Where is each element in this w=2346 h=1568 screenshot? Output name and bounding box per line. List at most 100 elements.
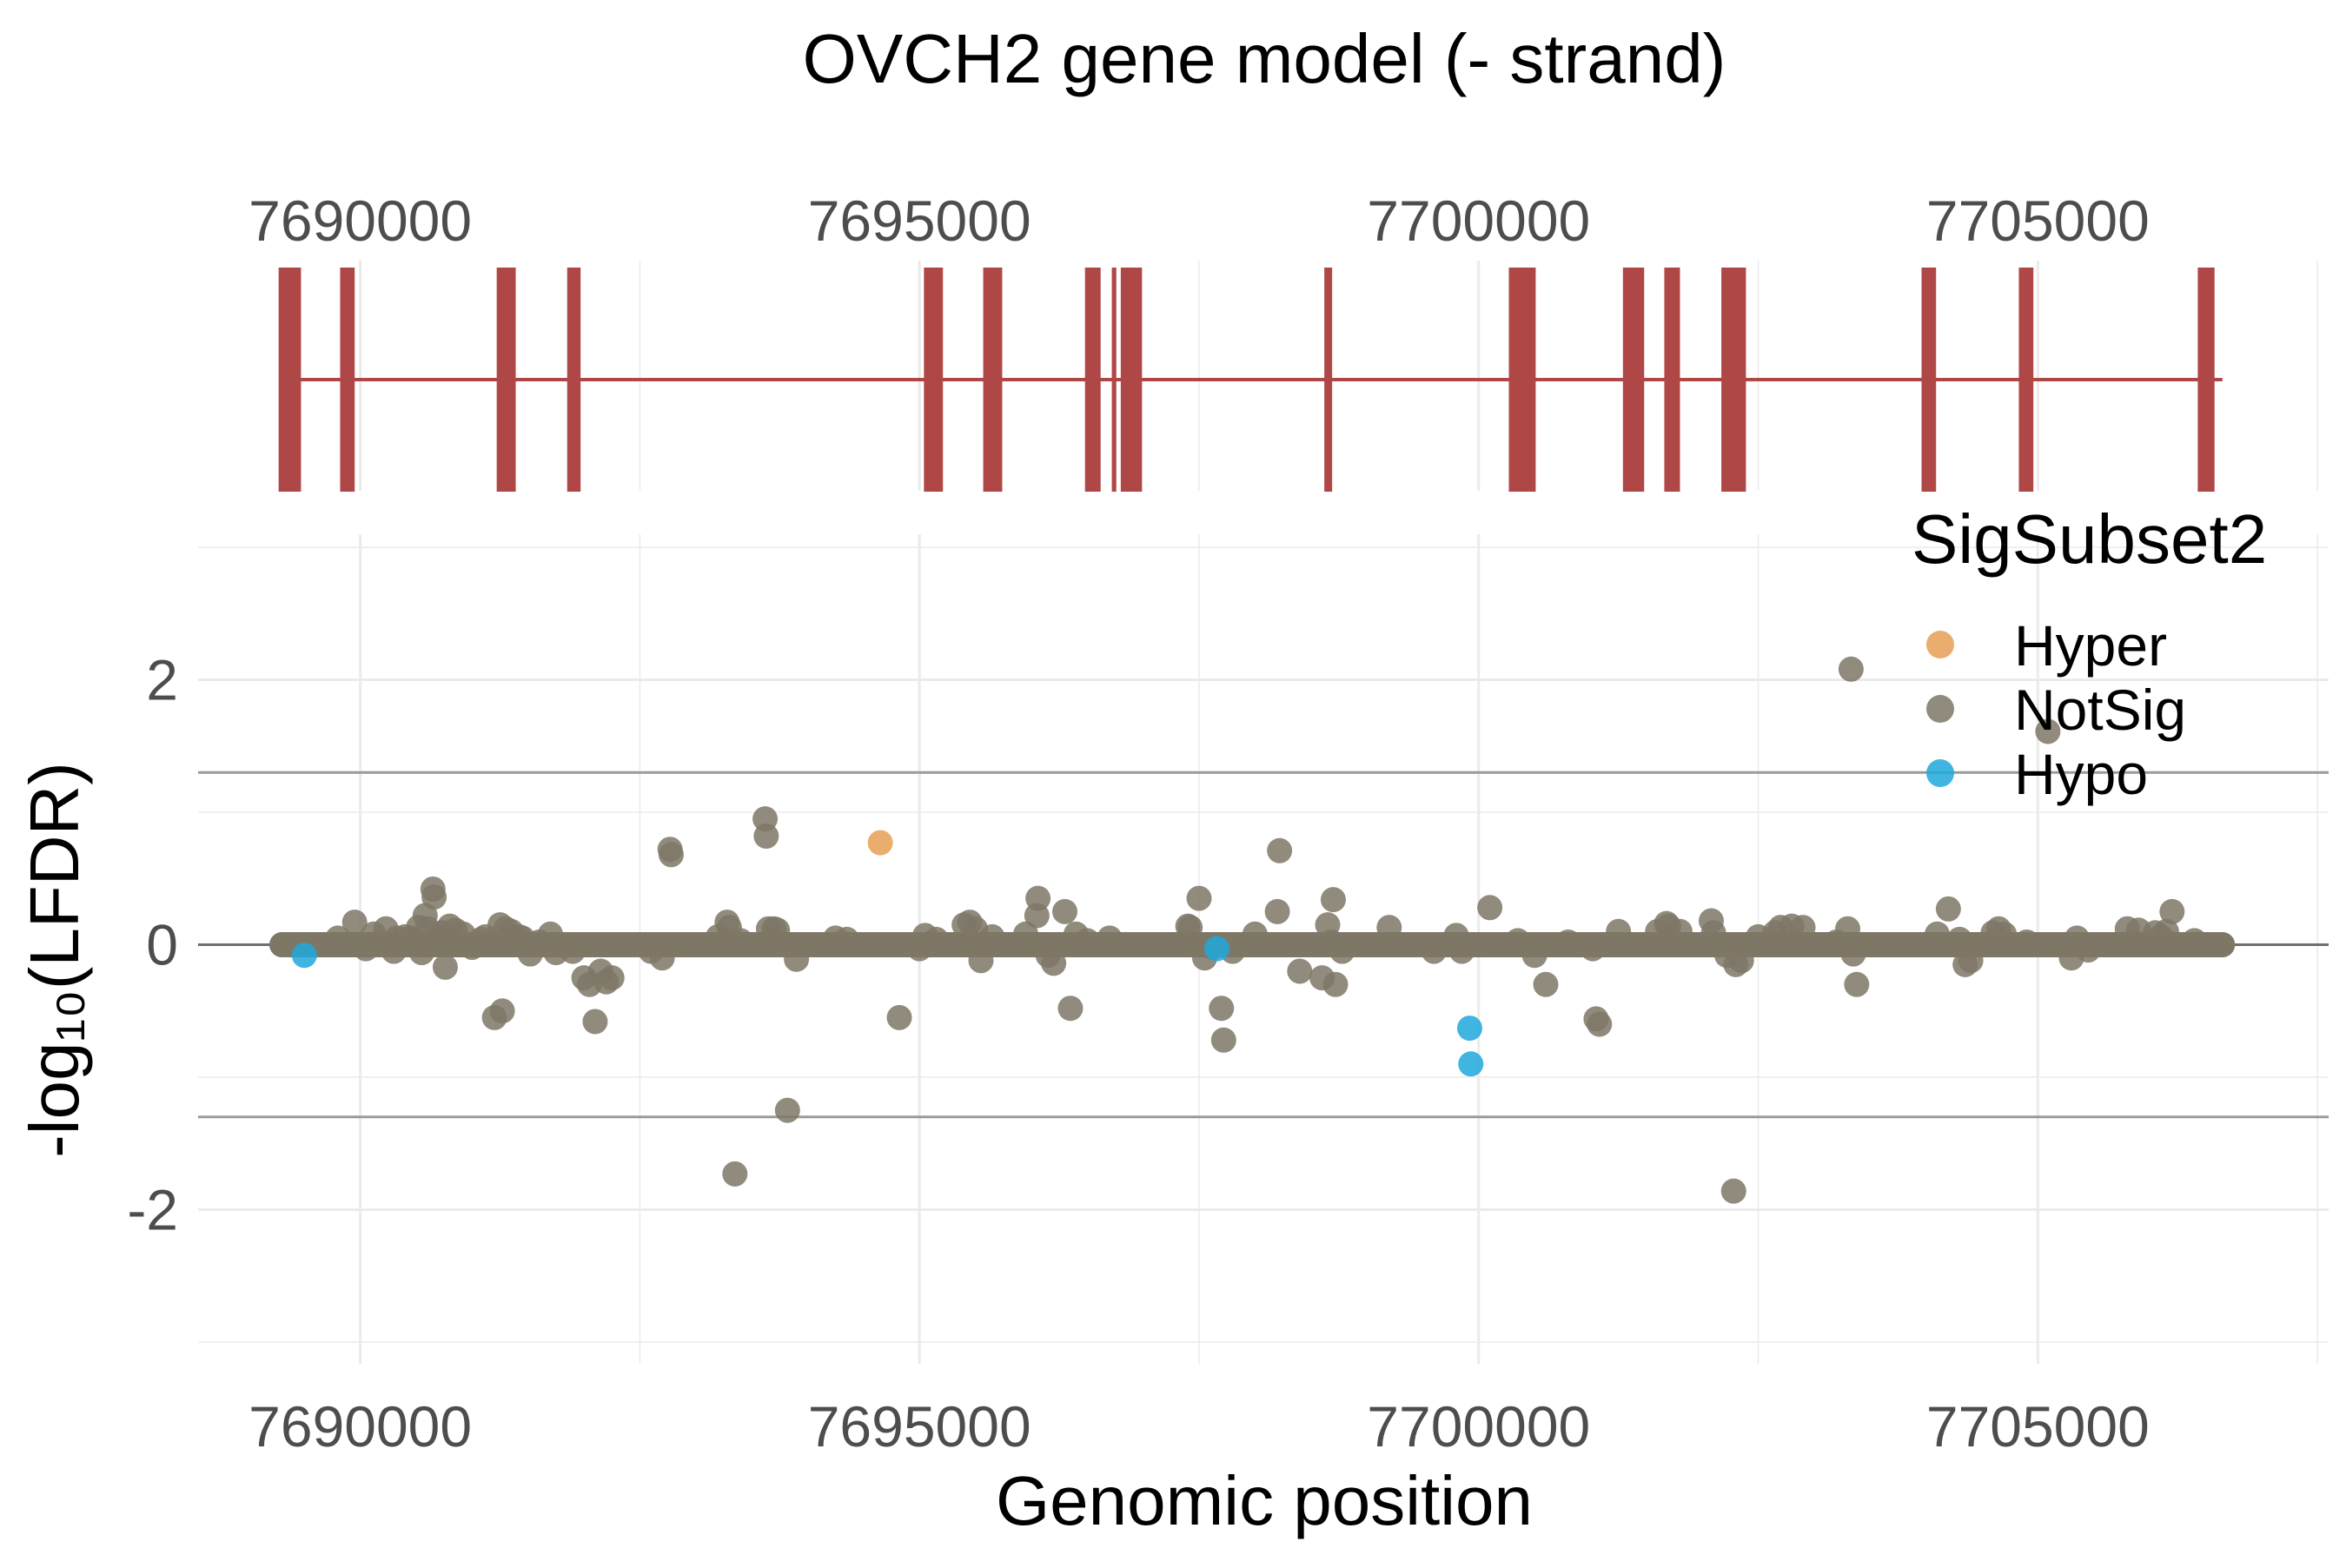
data-point-notsig: [765, 917, 791, 943]
data-point-notsig: [2182, 928, 2208, 954]
gene-x-tick-label: 7700000: [1367, 189, 1590, 253]
data-point-notsig: [1041, 950, 1067, 976]
data-point-notsig: [1057, 996, 1084, 1022]
legend-label-hyper: Hyper: [2014, 613, 2167, 678]
data-point-notsig: [774, 1097, 800, 1123]
data-point-notsig: [1555, 929, 1581, 955]
chart-title: OVCH2 gene model (- strand): [803, 20, 1726, 97]
data-point-notsig: [1376, 915, 1402, 941]
data-point-notsig: [325, 925, 351, 951]
data-point-notsig: [1991, 921, 2018, 947]
data-point-notsig: [1840, 941, 1866, 967]
gene-x-tick-label: 7695000: [808, 189, 1031, 253]
legend-title: SigSubset2: [1912, 500, 2267, 578]
data-point-notsig: [1946, 926, 1972, 952]
data-point-notsig: [269, 932, 295, 957]
exon: [496, 268, 516, 492]
exon: [1622, 268, 1645, 492]
data-point-notsig: [1421, 938, 1447, 964]
data-point-notsig: [1667, 918, 1693, 944]
data-point-notsig: [1209, 996, 1235, 1022]
data-point-notsig: [1025, 885, 1051, 911]
data-point-notsig: [1322, 971, 1349, 997]
data-point-notsig: [968, 948, 994, 974]
scatter-panel: -2 0 2 7690000 7695000 7700000 7705000: [127, 534, 2329, 1459]
data-point-notsig: [1097, 925, 1123, 951]
data-point-notsig: [1835, 916, 1861, 942]
data-point-notsig: [1074, 928, 1100, 954]
data-point-notsig: [341, 910, 368, 936]
gene-x-tick-label: 7705000: [1926, 189, 2150, 253]
data-point-notsig: [1267, 837, 1293, 863]
exon: [2018, 268, 2034, 492]
data-point-notsig: [1700, 920, 1726, 946]
data-point-notsig: [784, 946, 810, 972]
data-point-notsig: [1186, 885, 1212, 911]
data-point-notsig: [2013, 929, 2039, 955]
data-point-hypo: [1458, 1051, 1484, 1077]
data-point-notsig: [834, 926, 860, 952]
exon: [1721, 268, 1746, 492]
data-point-hypo: [1204, 936, 1230, 962]
data-point-notsig: [1287, 958, 1313, 984]
legend-label-notsig: NotSig: [2014, 678, 2186, 742]
legend-label-hypo: Hypo: [2014, 742, 2148, 806]
gene-model-panel: 7690000 7695000 7700000 7705000: [249, 189, 2318, 492]
data-point-notsig: [2075, 937, 2101, 963]
data-point-notsig: [722, 1161, 748, 1187]
data-point-notsig: [1925, 921, 1951, 947]
data-point-notsig: [1790, 915, 1816, 941]
exon: [1111, 268, 1117, 492]
data-point-notsig: [1210, 1027, 1236, 1053]
exon: [1120, 268, 1143, 492]
x-tick-label: 7700000: [1367, 1394, 1590, 1459]
data-point-notsig: [924, 926, 950, 952]
exon: [340, 268, 355, 492]
data-point-notsig: [1242, 921, 1268, 947]
y-axis-title: -log₁₀(LFDR): [16, 762, 93, 1158]
exon: [278, 268, 302, 492]
data-point-notsig: [421, 884, 447, 910]
y-tick-label: 2: [146, 648, 178, 712]
data-point-notsig: [979, 923, 1005, 949]
data-point-notsig: [1720, 1178, 1746, 1204]
exon: [924, 268, 944, 492]
data-point-notsig: [2035, 718, 2061, 744]
data-point-notsig: [1838, 656, 1864, 682]
data-point-notsig: [658, 842, 684, 868]
exon: [1084, 268, 1101, 492]
exon: [1921, 268, 1937, 492]
data-point-notsig: [1052, 898, 1078, 924]
data-point-notsig: [560, 938, 586, 964]
data-point-notsig: [2153, 918, 2179, 944]
exon: [2197, 268, 2215, 492]
legend-key-hyper: [1926, 631, 1954, 658]
data-point-notsig: [1264, 898, 1290, 924]
data-point-notsig: [1844, 971, 1870, 997]
exon: [1664, 268, 1680, 492]
data-point-notsig: [582, 1009, 608, 1035]
y-tick-label: -2: [127, 1178, 178, 1242]
data-point-notsig: [1935, 896, 1961, 922]
exon: [567, 268, 581, 492]
data-point-notsig: [1728, 948, 1754, 974]
y-tick-label: 0: [146, 913, 178, 977]
data-point-notsig: [1958, 948, 1984, 974]
legend-key-notsig: [1926, 695, 1954, 723]
data-point-notsig: [1448, 938, 1475, 964]
data-point-notsig: [727, 928, 753, 954]
x-tick-label: 7695000: [808, 1394, 1031, 1459]
exon: [1508, 268, 1536, 492]
gene-x-tick-label: 7690000: [249, 189, 472, 253]
data-point-notsig: [2210, 932, 2236, 957]
data-point-hyper: [867, 830, 893, 856]
data-point-notsig: [1533, 971, 1559, 997]
data-point-notsig: [1320, 887, 1346, 913]
data-point-notsig: [1587, 1011, 1613, 1037]
exon: [983, 268, 1003, 492]
data-point-notsig: [489, 998, 515, 1024]
data-point-hypo: [1456, 1016, 1482, 1042]
data-point-notsig: [649, 945, 675, 971]
data-point-notsig: [432, 954, 458, 980]
